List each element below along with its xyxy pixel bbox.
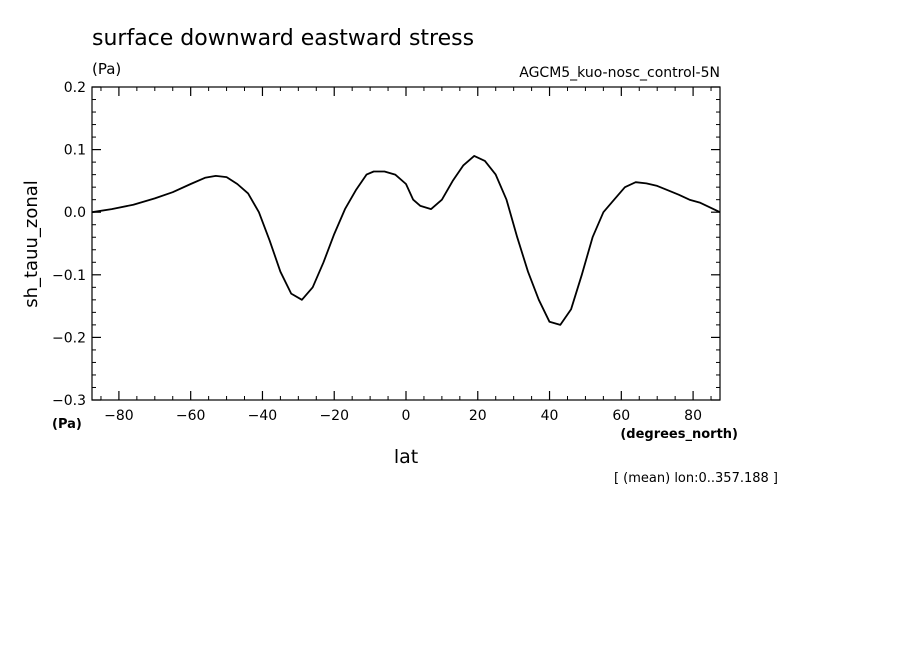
plot-frame bbox=[91, 86, 721, 401]
x-tick-label: −80 bbox=[104, 408, 134, 424]
x-tick-label: −20 bbox=[319, 408, 349, 424]
y-tick-label: 0.0 bbox=[64, 205, 86, 221]
chart-title: surface downward eastward stress bbox=[92, 26, 474, 51]
x-units-label: (degrees_north) bbox=[620, 427, 738, 442]
x-tick-labels: −80 −60 −40 −20 0 20 40 60 80 bbox=[104, 408, 702, 424]
x-tick-label: 40 bbox=[541, 408, 559, 424]
x-tick-label: −40 bbox=[248, 408, 278, 424]
y-tick-label: 0.2 bbox=[64, 80, 86, 96]
axis-ticks bbox=[92, 86, 720, 401]
x-tick-label: 80 bbox=[684, 408, 702, 424]
x-tick-label: 60 bbox=[612, 408, 630, 424]
y-tick-label: −0.1 bbox=[52, 268, 86, 284]
x-tick-label: 0 bbox=[402, 408, 411, 424]
y-axis-label: sh_tauu_zonal bbox=[21, 180, 42, 308]
footnote: [ (mean) lon:0..357.188 ] bbox=[614, 471, 778, 486]
experiment-label: AGCM5_kuo-nosc_control-5N bbox=[519, 65, 720, 81]
y-tick-label: −0.2 bbox=[52, 330, 86, 346]
title-units-label: (Pa) bbox=[92, 60, 121, 78]
y-units-label: (Pa) bbox=[52, 417, 82, 432]
y-tick-labels: −0.3 −0.2 −0.1 0.0 0.1 0.2 bbox=[52, 80, 86, 409]
y-tick-label: 0.1 bbox=[64, 143, 86, 159]
x-axis-label: lat bbox=[394, 446, 418, 468]
x-tick-label: −60 bbox=[176, 408, 206, 424]
series-line bbox=[91, 155, 721, 326]
x-tick-label: 20 bbox=[469, 408, 487, 424]
y-tick-label: −0.3 bbox=[52, 393, 86, 409]
